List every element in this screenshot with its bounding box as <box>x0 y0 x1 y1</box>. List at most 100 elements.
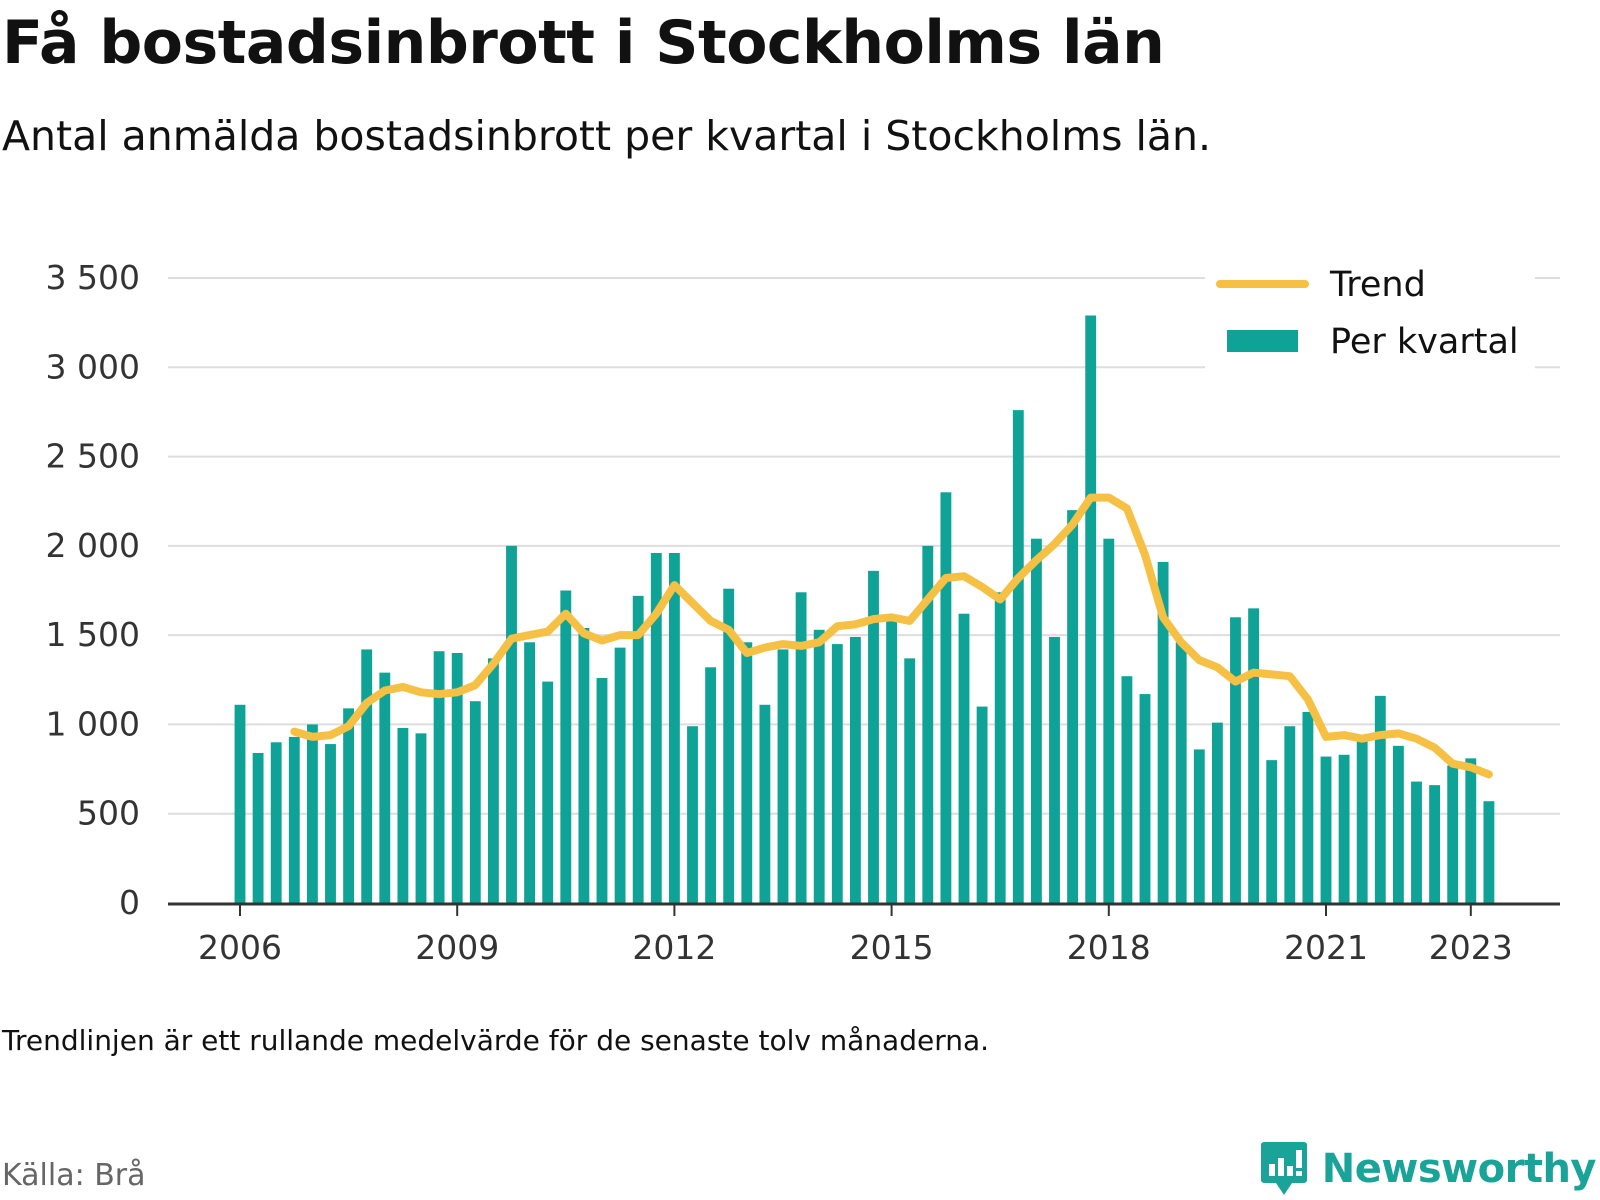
bar <box>994 592 1006 903</box>
x-tick-label: 2023 <box>1429 928 1513 967</box>
bar <box>1483 801 1495 903</box>
bar <box>614 647 626 903</box>
bar <box>560 590 572 903</box>
bar <box>1193 749 1205 903</box>
bar <box>1447 765 1459 903</box>
x-tick-label: 2009 <box>415 928 499 967</box>
bar <box>451 653 463 903</box>
legend-trend-label: Trend <box>1329 265 1426 305</box>
y-tick-label: 1 500 <box>46 615 140 654</box>
bar <box>1230 617 1241 903</box>
axes: 0 500 1 000 1 500 2 000 2 500 3 000 3 500 2006 20… <box>46 258 1560 967</box>
y-tick-label: 2 000 <box>46 526 140 565</box>
bar <box>886 620 898 903</box>
bar <box>723 588 735 903</box>
legend: Trend Per kvartal <box>1205 258 1535 376</box>
bar <box>1030 538 1042 903</box>
x-tick-label: 2012 <box>632 928 716 967</box>
bar <box>1302 711 1314 903</box>
bar <box>831 644 843 903</box>
y-tick-label: 3 000 <box>46 347 140 386</box>
source-label: Källa: Brå <box>2 1158 146 1193</box>
bar <box>632 595 644 903</box>
y-tick-label: 1 000 <box>46 704 140 743</box>
bar <box>922 545 934 903</box>
bar <box>759 704 771 903</box>
bar <box>343 708 355 903</box>
bar <box>361 649 373 903</box>
bar <box>1411 781 1422 903</box>
x-tick-label: 2006 <box>198 928 282 967</box>
bar <box>1338 754 1350 903</box>
bar <box>958 613 970 903</box>
bar <box>487 658 499 903</box>
bar <box>270 742 282 903</box>
bar <box>1392 745 1404 903</box>
chart-subtitle: Antal anmälda bostadsinbrott per kvartal… <box>2 112 1212 160</box>
bar <box>1012 410 1024 903</box>
bar <box>397 728 409 903</box>
x-tick-label: 2018 <box>1067 928 1151 967</box>
bar <box>1085 315 1097 903</box>
bar <box>506 545 517 903</box>
legend-bars-swatch <box>1227 330 1298 352</box>
bar <box>668 553 680 903</box>
bars-per-kvartal <box>234 315 1495 903</box>
bar <box>1374 695 1386 903</box>
bar <box>976 706 988 903</box>
bar <box>1175 642 1187 903</box>
y-tick-label: 2 500 <box>46 437 140 476</box>
x-tick-label: 2015 <box>850 928 934 967</box>
bar <box>433 651 445 903</box>
bar <box>1284 726 1296 903</box>
trend-line-path <box>290 493 1493 779</box>
bar <box>777 649 789 903</box>
bar <box>1465 758 1477 903</box>
chart-title: Få bostadsinbrott i Stockholms län <box>2 8 1165 78</box>
legend-bars-label: Per kvartal <box>1330 322 1519 362</box>
bar <box>415 733 427 903</box>
bar <box>288 736 300 903</box>
bar <box>813 629 825 903</box>
bar <box>849 636 861 903</box>
bar <box>306 724 318 903</box>
bar <box>1211 722 1223 903</box>
footnote: Trendlinjen är ett rullande medelvärde f… <box>2 1024 990 1057</box>
bar <box>795 592 807 903</box>
bar <box>705 667 717 903</box>
y-tick-label: 500 <box>77 794 140 833</box>
legend-background <box>1205 258 1535 376</box>
bar <box>1139 694 1151 903</box>
bar <box>904 658 916 903</box>
y-tick-label: 3 500 <box>46 258 140 297</box>
brand-name: Newsworthy <box>1321 1146 1597 1192</box>
bar <box>379 672 391 903</box>
bar <box>940 492 952 903</box>
bar <box>1103 538 1115 903</box>
trend-line <box>290 493 1493 779</box>
bar <box>469 701 481 903</box>
bar <box>252 753 264 903</box>
bar <box>1266 760 1278 903</box>
bar <box>1248 608 1260 903</box>
x-tick-label: 2021 <box>1284 928 1368 967</box>
bar <box>1320 756 1332 903</box>
bar <box>234 704 246 903</box>
bar <box>1429 785 1441 903</box>
bar-line-chart: 0 500 1 000 1 500 2 000 2 500 3 000 3 500 2006 20… <box>46 258 1560 967</box>
bar <box>1049 636 1060 903</box>
bar <box>578 628 590 903</box>
bar <box>1067 510 1079 903</box>
brand: Newsworthy <box>1260 1140 1597 1198</box>
bar <box>1121 676 1133 903</box>
bar <box>650 553 662 903</box>
y-tick-label: 0 <box>119 883 140 922</box>
bar <box>1157 561 1169 903</box>
bar <box>741 642 753 903</box>
bar <box>524 642 536 903</box>
bar <box>325 744 336 903</box>
bar <box>1356 738 1368 903</box>
bar <box>687 726 698 903</box>
bar <box>596 678 608 903</box>
bar <box>542 681 554 903</box>
